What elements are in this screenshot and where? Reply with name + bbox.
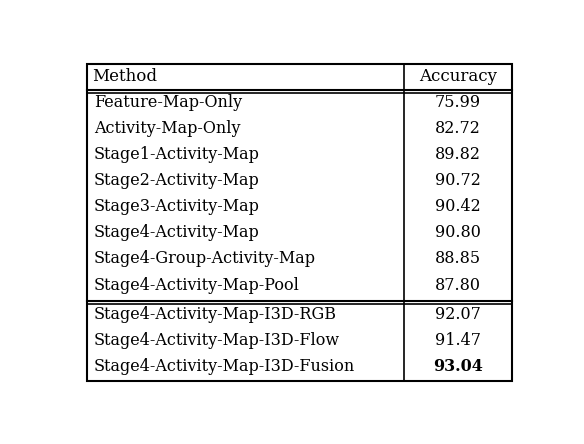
Text: Stage4-Activity-Map-Pool: Stage4-Activity-Map-Pool: [94, 277, 300, 293]
Text: 90.80: 90.80: [435, 224, 481, 242]
Text: 88.85: 88.85: [434, 250, 481, 267]
Text: 75.99: 75.99: [434, 94, 481, 111]
Text: Stage4-Activity-Map-I3D-RGB: Stage4-Activity-Map-I3D-RGB: [94, 306, 337, 323]
Text: Feature-Map-Only: Feature-Map-Only: [94, 94, 242, 111]
Text: 87.80: 87.80: [434, 277, 481, 293]
Text: 82.72: 82.72: [435, 120, 481, 137]
Text: 90.72: 90.72: [435, 172, 481, 189]
Text: Stage2-Activity-Map: Stage2-Activity-Map: [94, 172, 259, 189]
Text: 89.82: 89.82: [434, 146, 481, 163]
Text: Stage1-Activity-Map: Stage1-Activity-Map: [94, 146, 260, 163]
Text: Accuracy: Accuracy: [419, 68, 497, 85]
Text: Stage3-Activity-Map: Stage3-Activity-Map: [94, 198, 260, 215]
Text: Stage4-Activity-Map-I3D-Flow: Stage4-Activity-Map-I3D-Flow: [94, 332, 340, 349]
Text: Stage4-Group-Activity-Map: Stage4-Group-Activity-Map: [94, 250, 316, 267]
Text: Stage4-Activity-Map-I3D-Fusion: Stage4-Activity-Map-I3D-Fusion: [94, 358, 355, 375]
Text: Stage4-Activity-Map: Stage4-Activity-Map: [94, 224, 259, 242]
Text: Activity-Map-Only: Activity-Map-Only: [94, 120, 241, 137]
Text: Method: Method: [92, 68, 157, 85]
Text: 92.07: 92.07: [435, 306, 481, 323]
Text: 93.04: 93.04: [433, 358, 483, 375]
Text: 91.47: 91.47: [434, 332, 481, 349]
Text: 90.42: 90.42: [435, 198, 481, 215]
